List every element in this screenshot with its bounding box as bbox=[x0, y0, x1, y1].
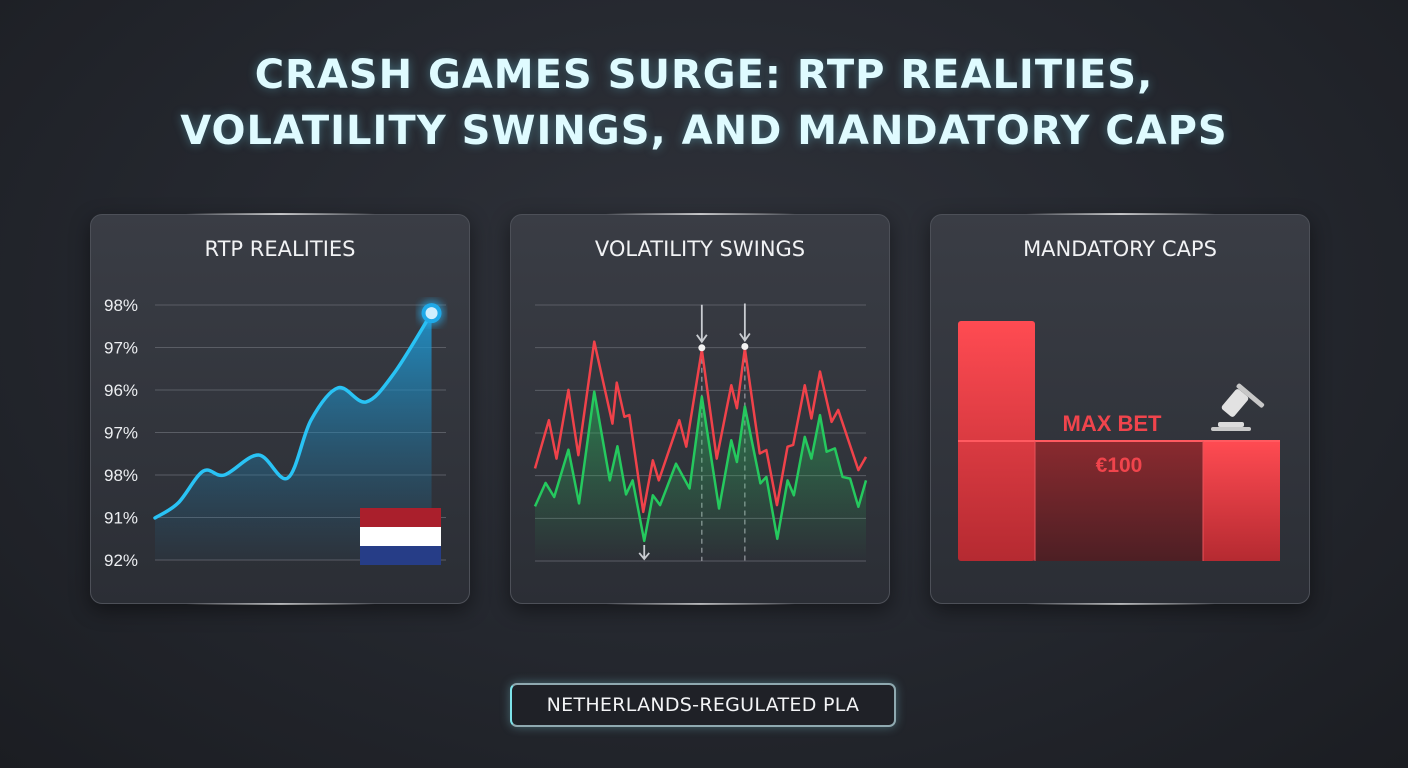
gavel-handle bbox=[1236, 383, 1265, 408]
badge-text: NETHERLANDS-REGULATED PLA bbox=[546, 694, 860, 716]
netherlands-flag-icon bbox=[360, 508, 441, 565]
y-tick-label: 91% bbox=[104, 509, 138, 528]
rtp-line bbox=[153, 311, 434, 520]
rtp-peak-point-center bbox=[425, 307, 438, 320]
y-tick-label: 96% bbox=[104, 381, 138, 400]
green-area bbox=[535, 391, 866, 561]
down-arrow-icon bbox=[739, 303, 751, 343]
gavel-base bbox=[1211, 427, 1251, 431]
caps-panel-title: MANDATORY CAPS bbox=[1023, 237, 1217, 261]
red-series-line bbox=[533, 340, 868, 514]
page-title-line-1: CRASH GAMES SURGE: RTP REALITIES, bbox=[254, 52, 1154, 98]
gavel-base-top bbox=[1218, 422, 1244, 427]
peak-marker bbox=[741, 343, 749, 351]
gavel-icon bbox=[1211, 383, 1265, 431]
down-arrow-icon bbox=[638, 544, 650, 561]
flag-blue-stripe bbox=[360, 546, 441, 565]
y-tick-label: 98% bbox=[104, 466, 138, 485]
cap-bar bbox=[1203, 441, 1280, 561]
netherlands-regulated-badge: NETHERLANDS-REGULATED PLA bbox=[510, 683, 896, 727]
page-title-line-2: VOLATILITY SWINGS, AND MANDATORY CAPS bbox=[180, 108, 1228, 154]
cap-bar bbox=[1035, 441, 1203, 561]
rtp-area bbox=[155, 313, 432, 560]
flag-white-stripe bbox=[360, 527, 441, 546]
peak-marker bbox=[698, 344, 706, 352]
volatility-panel-title: VOLATILITY SWINGS bbox=[594, 237, 806, 261]
y-tick-label: 98% bbox=[104, 296, 138, 315]
rtp-panel-title: RTP REALITIES bbox=[204, 237, 356, 261]
flag-red-stripe bbox=[360, 508, 441, 527]
cap-value-label: €100 bbox=[1096, 454, 1143, 477]
y-tick-label: 97% bbox=[104, 424, 138, 443]
gavel-head bbox=[1221, 389, 1249, 417]
green-series-line bbox=[533, 390, 868, 543]
down-arrow-icon bbox=[696, 304, 708, 344]
y-tick-label: 92% bbox=[104, 551, 138, 570]
y-tick-label: 97% bbox=[104, 339, 138, 358]
max-bet-label: MAX BET bbox=[1063, 411, 1163, 436]
